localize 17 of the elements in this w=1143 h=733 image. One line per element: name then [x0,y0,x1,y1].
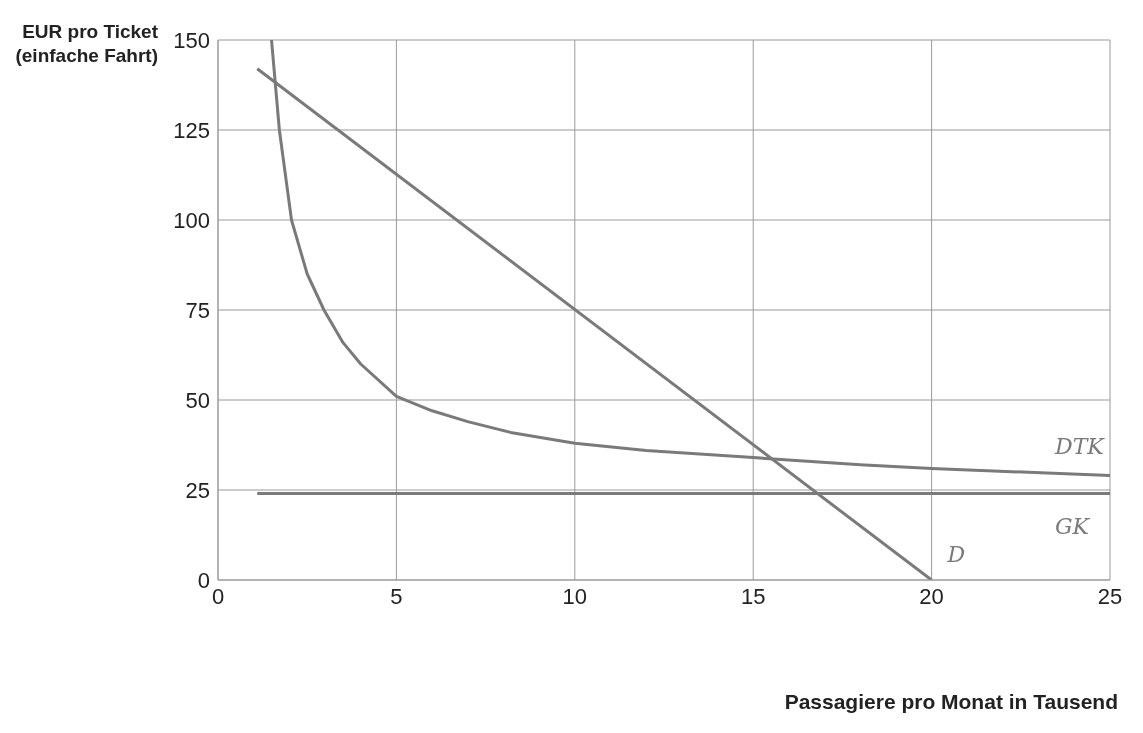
x-tick-label: 20 [919,583,944,609]
y-tick-label: 125 [173,117,210,143]
x-axis-title: Passagiere pro Monat in Tausend [784,690,1118,714]
y-tick-label: 100 [173,207,210,233]
series-label: GK [1055,513,1091,539]
y-tick-label: 0 [197,567,210,593]
x-tick-label: 15 [740,583,766,609]
y-tick-label: 150 [173,27,210,53]
series-label: D [946,542,966,567]
x-tick-label: 25 [1097,583,1123,609]
y-tick-label: 25 [185,477,210,503]
series-label: DTK [1054,433,1106,459]
y-tick-label: 75 [185,297,210,323]
x-tick-label: 5 [390,583,403,609]
x-tick-label: 10 [562,583,588,609]
y-axis-title: EUR pro Ticket (einfache Fahrt) [14,20,158,68]
y-tick-label: 50 [185,387,210,413]
